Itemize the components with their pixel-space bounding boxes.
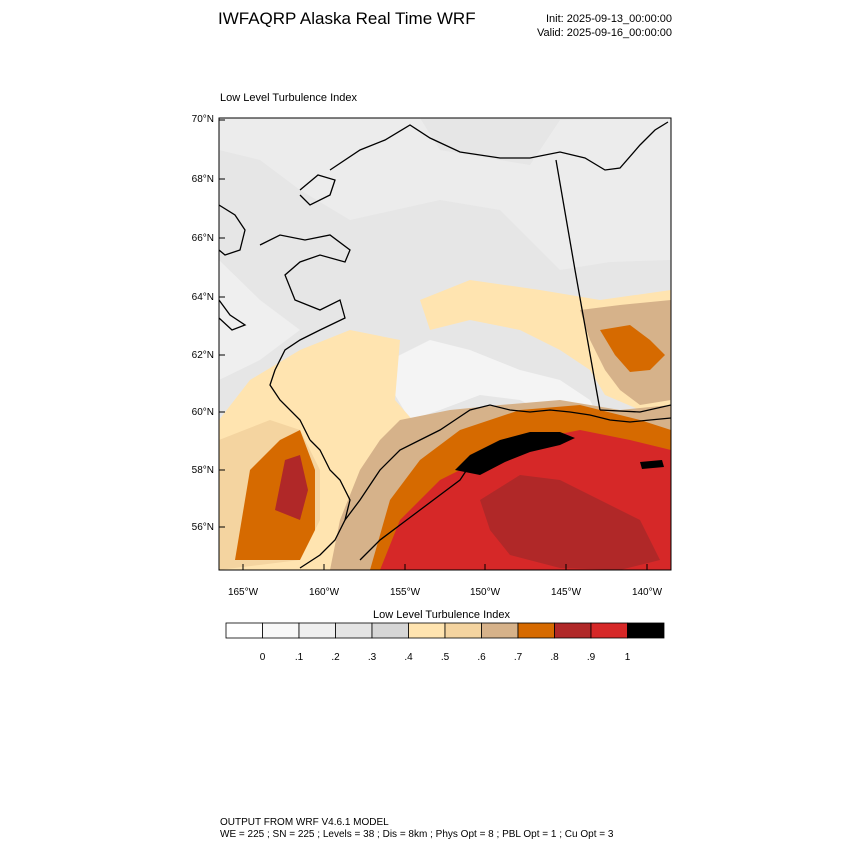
- turbulence-field: [219, 118, 671, 570]
- lon-label-165w: 165°W: [228, 587, 259, 598]
- footer-config-line: WE = 225 ; SN = 225 ; Levels = 38 ; Dis …: [220, 829, 614, 840]
- colorbar-tick-label: .3: [368, 652, 377, 663]
- lat-label-56: 56°N: [192, 522, 214, 533]
- lat-label-58: 58°N: [192, 465, 214, 476]
- colorbar-box-10: [590, 622, 628, 639]
- colorbar-tick-label: .7: [514, 652, 523, 663]
- lon-label-150w: 150°W: [470, 587, 501, 598]
- colorbar: [225, 622, 665, 639]
- colorbar-box-3: [335, 622, 373, 639]
- lat-label-62: 62°N: [192, 350, 214, 361]
- colorbar-box-4: [371, 622, 409, 639]
- colorbar-tick-label: .6: [477, 652, 486, 663]
- colorbar-tick-label: .9: [587, 652, 596, 663]
- lat-label-66: 66°N: [192, 233, 214, 244]
- valid-time: Valid: 2025-09-16_00:00:00: [537, 27, 672, 39]
- bristol-bay-coast: [299, 439, 351, 569]
- st-lawrence-island: [219, 299, 247, 331]
- colorbar-tick-label: .2: [331, 652, 340, 663]
- kodiak-peninsula: [359, 464, 471, 561]
- colorbar-tick-label: 1: [625, 652, 631, 663]
- colorbar-box-1: [262, 622, 300, 639]
- lon-axis: 165°W 160°W 155°W 150°W 145°W 140°W: [228, 564, 663, 598]
- colorbar-box-2: [298, 622, 336, 639]
- field-band-08-east: [600, 325, 665, 372]
- colorbar-box-7: [481, 622, 519, 639]
- lon-label-160w: 160°W: [309, 587, 340, 598]
- lon-label-145w: 145°W: [551, 587, 582, 598]
- kotzebue-coast: [299, 174, 336, 206]
- colorbar-box-8: [517, 622, 555, 639]
- colorbar-tick-label: .5: [441, 652, 450, 663]
- map-subtitle: Low Level Turbulence Index: [220, 92, 357, 104]
- border-canada: [555, 159, 601, 411]
- field-band-max-core: [455, 432, 575, 475]
- field-band-09-south: [480, 475, 660, 570]
- field-west-light: [219, 260, 300, 380]
- lat-axis: 70°N 68°N 66°N 64°N 62°N 60°N 58°N 56°N: [192, 114, 225, 533]
- colorbar-title: Low Level Turbulence Index: [373, 609, 510, 621]
- west-coastline: [259, 234, 351, 441]
- page-title: IWFAQRP Alaska Real Time WRF: [218, 9, 476, 28]
- lat-label-68: 68°N: [192, 174, 214, 185]
- colorbar-tick-label: .8: [550, 652, 559, 663]
- chukotka-coast: [219, 204, 246, 256]
- colorbar-box-0: [225, 622, 263, 639]
- coastlines: [219, 121, 671, 569]
- field-interior-light: [390, 340, 600, 420]
- field-band-max-east: [640, 460, 664, 469]
- field-band-09-west: [275, 455, 308, 520]
- border-bc: [599, 404, 671, 413]
- lon-label-155w: 155°W: [390, 587, 421, 598]
- lat-label-70: 70°N: [192, 114, 214, 125]
- colorbar-tick-label: .4: [404, 652, 413, 663]
- lat-label-60: 60°N: [192, 407, 214, 418]
- map-frame: [218, 117, 672, 571]
- gulf-coastline: [344, 404, 671, 521]
- colorbar-box-11: [627, 622, 665, 639]
- footer-model-line: OUTPUT FROM WRF V4.6.1 MODEL: [220, 817, 389, 828]
- north-coastline: [329, 121, 669, 171]
- colorbar-tick-label: .1: [295, 652, 304, 663]
- colorbar-tick-label: 0: [260, 652, 266, 663]
- colorbar-labels: 0 .1 .2 .3 .4 .5 .6 .7 .8 .9 1: [260, 652, 631, 663]
- init-time: Init: 2025-09-13_00:00:00: [546, 13, 672, 25]
- colorbar-box-6: [444, 622, 482, 639]
- colorbar-box-5: [408, 622, 446, 639]
- field-north-light: [219, 118, 671, 270]
- lat-label-64: 64°N: [192, 292, 214, 303]
- colorbar-box-9: [554, 622, 592, 639]
- lon-label-140w: 140°W: [632, 587, 663, 598]
